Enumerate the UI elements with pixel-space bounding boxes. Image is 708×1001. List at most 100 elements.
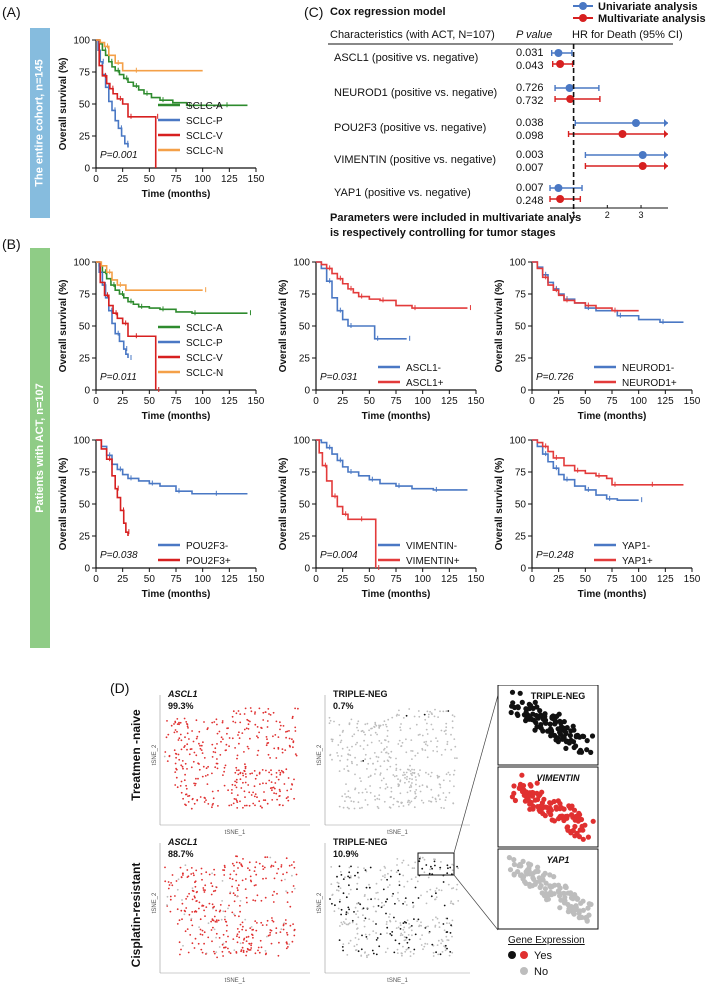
tsne-cell <box>379 772 382 775</box>
tsne-cell <box>421 934 423 936</box>
tsne-cell <box>414 861 417 864</box>
tsne-cell <box>255 929 258 932</box>
tsne-cell <box>329 754 331 757</box>
tsne-cell <box>176 730 178 733</box>
panel-label-c: (C) <box>304 4 324 20</box>
tsne-cell <box>363 731 365 734</box>
tsne-cell <box>387 886 389 888</box>
zoom-cell <box>529 716 535 723</box>
tsne-cell <box>255 884 257 886</box>
x-tick-label: 75 <box>390 574 402 585</box>
tsne-cell <box>219 909 222 912</box>
tsne-cell <box>285 871 288 874</box>
tsne-cell <box>427 876 430 879</box>
tsne-x-label: tSNE_1 <box>225 830 246 836</box>
tsne-cell <box>219 754 222 756</box>
tsne-cell <box>401 954 403 957</box>
x-tick-label: 25 <box>117 574 129 585</box>
tsne-cell <box>241 928 244 931</box>
tsne-cell <box>206 783 209 785</box>
tsne-cell <box>231 862 234 865</box>
tsne-cell <box>257 949 259 952</box>
tsne-cell <box>235 781 238 784</box>
tsne-cell <box>425 740 428 743</box>
tsne-cell <box>268 771 270 774</box>
y-tick-label: 75 <box>79 290 91 301</box>
tsne-cell <box>424 743 427 746</box>
zoom-cell <box>519 789 526 795</box>
tsne-cell <box>449 773 451 776</box>
tsne-cell <box>389 875 392 878</box>
tsne-cell <box>379 765 382 768</box>
tsne-cell <box>280 879 283 882</box>
y-tick-label: 75 <box>79 468 91 479</box>
tsne-cell <box>360 780 362 782</box>
x-tick-label: 75 <box>390 396 402 407</box>
tsne-cell <box>188 753 191 756</box>
tsne-cell <box>369 785 371 787</box>
tsne-cell <box>436 776 439 779</box>
tsne-cell <box>238 731 240 734</box>
tsne-cell <box>247 867 249 870</box>
tsne-cell <box>429 800 432 803</box>
tsne-cell <box>404 897 407 899</box>
tsne-cell <box>434 864 436 867</box>
tsne-cell <box>346 758 349 761</box>
tsne-cell <box>262 719 265 721</box>
tsne-gene: ASCL1 <box>167 689 198 699</box>
tsne-cell <box>246 901 248 904</box>
tsne-cell <box>410 784 412 787</box>
tsne-cell <box>193 751 196 754</box>
tsne-cell <box>199 744 201 747</box>
tsne-cell <box>452 773 455 776</box>
tsne-cell <box>398 784 400 787</box>
zoom-cell <box>541 893 548 899</box>
tsne-cell <box>395 775 398 777</box>
y-tick-label: 0 <box>304 386 310 397</box>
tsne-cell <box>221 720 224 722</box>
tsne-cell <box>244 888 247 890</box>
tsne-cell <box>457 867 459 870</box>
tsne-cell <box>397 891 399 894</box>
tsne-cell <box>199 918 202 921</box>
tsne-cell <box>260 921 263 924</box>
tsne-cell <box>382 888 385 891</box>
hr-tick-label: 2 <box>605 210 610 220</box>
tsne-cell <box>455 888 458 891</box>
tsne-cell <box>403 921 406 923</box>
tsne-cell <box>385 900 387 903</box>
tsne-cell <box>205 953 207 955</box>
tsne-cell <box>395 769 398 771</box>
tsne-cell <box>359 807 361 810</box>
tsne-cell <box>269 787 272 790</box>
tsne-cell <box>258 951 261 954</box>
cohort-band-label: The entire cohort, n=145 <box>34 59 47 187</box>
tsne-cell <box>357 720 360 723</box>
zoom-cell <box>538 725 544 731</box>
tsne-cell <box>454 757 456 759</box>
tsne-cell <box>281 751 284 754</box>
legend-label: ASCL1+ <box>406 378 444 389</box>
zoom-cell <box>547 729 553 735</box>
tsne-cell <box>410 772 412 775</box>
tsne-cell <box>206 774 209 776</box>
tsne-cell <box>206 728 209 731</box>
tsne-cell <box>196 799 199 802</box>
tsne-cell <box>360 948 363 951</box>
tsne-cell <box>418 860 421 863</box>
tsne-cell <box>350 876 352 879</box>
tsne-cell <box>287 777 290 779</box>
zoom-cell <box>511 783 517 789</box>
tsne-cell <box>391 895 394 898</box>
tsne-cell <box>207 765 209 768</box>
zoom-cell <box>524 867 530 873</box>
tsne-cell <box>431 713 433 716</box>
tsne-cell <box>216 723 218 726</box>
zoom-cell <box>579 914 585 920</box>
tsne-cell <box>222 738 224 740</box>
tsne-cell <box>176 908 179 911</box>
zoom-cell <box>508 709 514 716</box>
x-tick-label: 150 <box>468 396 485 407</box>
tsne-cell <box>186 928 189 930</box>
tsne-cell <box>375 892 378 894</box>
